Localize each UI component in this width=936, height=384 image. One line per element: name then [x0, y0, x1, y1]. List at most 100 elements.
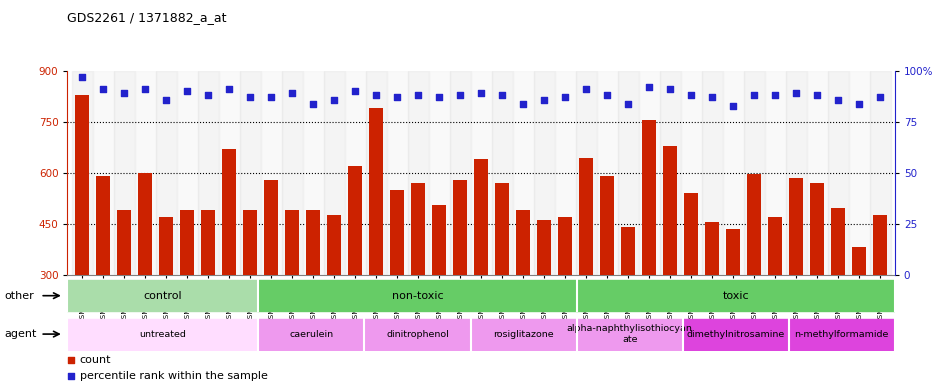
- Bar: [788, 178, 802, 376]
- Point: [704, 94, 719, 101]
- Bar: [683, 193, 697, 376]
- Point: [599, 93, 614, 99]
- Bar: [495, 183, 508, 376]
- Bar: [222, 149, 236, 376]
- Text: toxic: toxic: [722, 291, 748, 301]
- Point: [410, 93, 425, 99]
- Bar: [872, 215, 886, 376]
- Point: [683, 93, 698, 99]
- Bar: [788, 319, 894, 349]
- Point: [95, 86, 110, 93]
- Bar: [576, 319, 682, 349]
- Point: [327, 96, 342, 103]
- Bar: [282, 71, 302, 275]
- Bar: [536, 220, 550, 376]
- Text: other: other: [5, 291, 35, 301]
- Bar: [600, 176, 613, 376]
- Point: [389, 94, 404, 101]
- Bar: [810, 183, 823, 376]
- Bar: [617, 71, 638, 275]
- Bar: [71, 71, 93, 275]
- Point: [851, 101, 866, 107]
- Bar: [387, 71, 407, 275]
- Point: [263, 94, 278, 101]
- Bar: [139, 173, 152, 376]
- Point: [473, 90, 488, 96]
- Point: [138, 86, 153, 93]
- Bar: [218, 71, 240, 275]
- Point: [515, 101, 530, 107]
- Point: [117, 90, 132, 96]
- Point: [871, 94, 886, 101]
- Bar: [470, 71, 491, 275]
- Bar: [75, 95, 89, 376]
- Point: [829, 96, 844, 103]
- Point: [158, 96, 173, 103]
- Text: dinitrophenol: dinitrophenol: [386, 329, 448, 339]
- Point: [557, 94, 572, 101]
- Bar: [621, 227, 635, 376]
- Bar: [558, 217, 571, 376]
- Bar: [764, 71, 784, 275]
- Bar: [474, 159, 488, 376]
- Bar: [67, 319, 258, 349]
- Point: [452, 93, 467, 99]
- Text: n-methylformamide: n-methylformamide: [794, 329, 888, 339]
- Point: [285, 90, 300, 96]
- Text: agent: agent: [5, 329, 37, 339]
- Point: [788, 90, 803, 96]
- Point: [305, 101, 320, 107]
- Bar: [364, 319, 470, 349]
- Bar: [96, 176, 110, 376]
- Bar: [638, 71, 659, 275]
- Bar: [596, 71, 617, 275]
- Bar: [180, 210, 194, 376]
- Point: [431, 94, 446, 101]
- Bar: [323, 71, 344, 275]
- Bar: [264, 180, 278, 376]
- Bar: [302, 71, 323, 275]
- Bar: [642, 120, 655, 376]
- Bar: [258, 280, 576, 311]
- Bar: [258, 319, 364, 349]
- Text: control: control: [143, 291, 182, 301]
- Text: count: count: [80, 354, 111, 364]
- Bar: [491, 71, 512, 275]
- Bar: [722, 71, 743, 275]
- Text: caerulein: caerulein: [289, 329, 333, 339]
- Text: GDS2261 / 1371882_a_at: GDS2261 / 1371882_a_at: [67, 12, 227, 25]
- Bar: [747, 174, 760, 376]
- Bar: [159, 217, 173, 376]
- Point: [200, 93, 215, 99]
- Bar: [743, 71, 764, 275]
- Text: non-toxic: non-toxic: [391, 291, 443, 301]
- Bar: [784, 71, 806, 275]
- Text: dimethylnitrosamine: dimethylnitrosamine: [686, 329, 784, 339]
- Bar: [512, 71, 534, 275]
- Bar: [390, 190, 403, 376]
- Point: [368, 93, 383, 99]
- Point: [724, 103, 739, 109]
- Point: [64, 373, 79, 379]
- Bar: [243, 210, 256, 376]
- Bar: [848, 71, 869, 275]
- Bar: [117, 210, 131, 376]
- Bar: [201, 210, 214, 376]
- Bar: [197, 71, 218, 275]
- Bar: [768, 217, 782, 376]
- Point: [767, 93, 782, 99]
- Bar: [470, 319, 576, 349]
- Bar: [806, 71, 826, 275]
- Bar: [344, 71, 365, 275]
- Bar: [306, 210, 319, 376]
- Bar: [701, 71, 722, 275]
- Point: [75, 74, 90, 80]
- Point: [347, 88, 362, 94]
- Point: [64, 356, 79, 362]
- Bar: [135, 71, 155, 275]
- Bar: [240, 71, 260, 275]
- Bar: [428, 71, 449, 275]
- Point: [620, 101, 635, 107]
- Bar: [449, 71, 470, 275]
- Bar: [365, 71, 387, 275]
